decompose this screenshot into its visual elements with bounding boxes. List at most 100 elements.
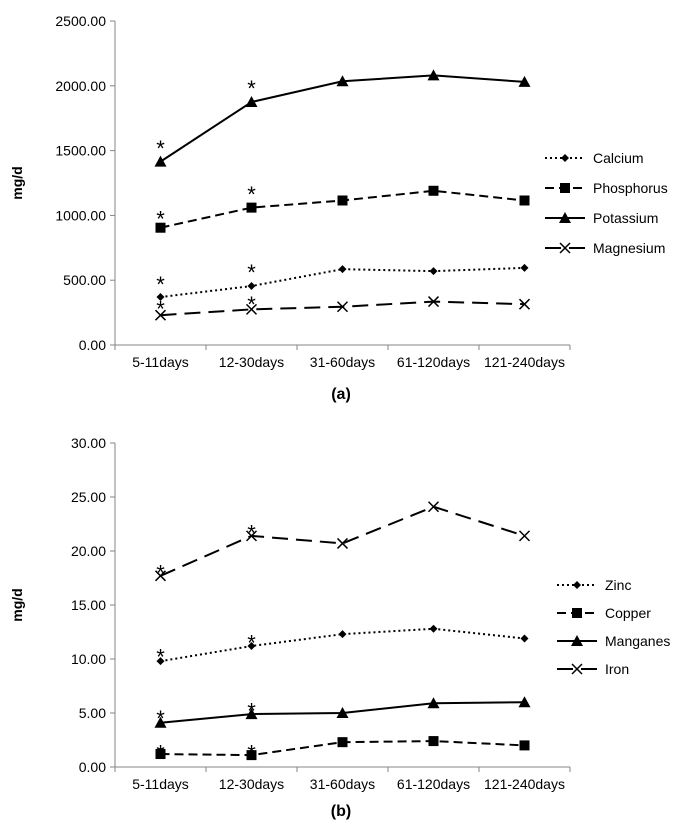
x-tick-label: 121-240days [484,354,565,370]
y-tick-label: 10.00 [71,651,106,667]
figure-caption: (b) [331,803,351,820]
x-tick-label: 121-240days [484,776,565,792]
data-point-magnesium [518,298,531,310]
data-point-potassium [336,75,349,87]
legend-label-iron: Iron [605,661,629,677]
data-point-iron [518,530,531,542]
y-axis-label: mg/d [9,588,25,621]
series-line-zinc [160,627,525,663]
significance-asterisk: * [247,631,256,656]
significance-asterisk: * [247,520,256,545]
data-point-copper [519,740,530,751]
data-point-phosphorus [337,195,348,206]
data-point-copper [246,750,257,761]
data-point-copper [337,737,348,748]
data-point-phosphorus [428,185,439,196]
series-line-calcium [160,266,525,299]
x-tick-label: 5-11days [132,354,189,370]
significance-asterisk: * [156,741,165,766]
data-point-magnesium [154,309,167,321]
data-point-zinc [520,634,529,643]
data-point-zinc [247,642,256,651]
x-tick-label: 5-11days [132,776,189,792]
y-tick-label: 20.00 [71,543,106,559]
legend-marker-copper [572,608,582,618]
significance-asterisk: * [247,260,256,285]
data-point-calcium [429,267,438,276]
y-tick-label: 30.00 [71,435,106,451]
y-axis-label: mg/d [9,166,25,199]
significance-asterisk: * [156,645,165,670]
data-point-magnesium [427,296,440,308]
significance-asterisk: * [247,182,256,207]
x-tick-label: 61-120days [397,776,470,792]
x-tick-label: 12-30days [219,354,284,370]
y-tick-label: 1000.00 [55,207,106,223]
data-point-iron [154,570,167,582]
y-tick-label: 0.00 [79,337,106,353]
data-point-calcium [247,282,256,291]
data-point-phosphorus [155,222,166,233]
data-point-iron [245,530,258,542]
significance-asterisk: * [247,76,256,101]
data-point-zinc [338,630,347,639]
figure-caption: (a) [331,386,351,403]
legend-marker-phosphorus [560,183,570,193]
series-line-iron [160,505,525,577]
y-tick-label: 15.00 [71,597,106,613]
legend-label-magnesium: Magnesium [593,240,665,256]
legend-label-manganes: Manganes [605,633,670,649]
y-tick-label: 1500.00 [55,143,106,159]
data-point-calcium [338,265,347,274]
data-point-manganes [427,697,440,709]
chart-a: 0.00 500.00 1000.00 1500.00 2000.00 2500.00 5-… [9,13,668,403]
data-point-calcium [520,263,529,272]
legend-marker-zinc [573,581,581,589]
data-point-copper [155,749,166,760]
data-point-zinc [429,624,438,633]
legend-label-phosphorus: Phosphorus [593,180,668,196]
chart-b: 0.00 5.00 10.00 15.00 20.00 25.00 30.00 5-11day… [9,435,670,820]
data-point-potassium [154,155,167,167]
x-tick-label: 61-120days [397,354,470,370]
y-tick-label: 25.00 [71,489,106,505]
data-point-potassium [518,75,531,87]
data-point-manganes [154,716,167,728]
significance-asterisk: * [247,741,256,766]
legend-marker-manganes [571,635,583,646]
significance-asterisk: * [156,206,165,231]
legend-marker-potassium [559,212,571,223]
x-tick-label: 31-60days [310,776,375,792]
data-point-copper [428,736,439,747]
y-tick-label: 5.00 [79,705,106,721]
significance-asterisk: * [156,136,165,161]
y-tick-label: 0.00 [79,759,106,775]
significance-asterisk: * [156,560,165,585]
y-tick-label: 500.00 [63,272,106,288]
significance-asterisk: * [247,292,256,317]
data-point-manganes [336,707,349,718]
data-point-manganes [245,708,258,720]
series-line-magnesium [160,300,525,317]
data-point-magnesium [245,303,258,315]
significance-asterisk: * [247,699,256,724]
data-point-phosphorus [519,195,530,206]
legend-label-calcium: Calcium [593,150,644,166]
data-point-potassium [245,96,258,107]
data-point-potassium [427,69,440,81]
data-point-phosphorus [246,202,257,213]
legend-marker-calcium [561,154,569,162]
x-tick-label: 31-60days [310,354,375,370]
y-tick-label: 2000.00 [55,78,106,94]
legend-label-zinc: Zinc [605,577,631,593]
data-point-manganes [518,696,531,708]
legend-marker-iron [571,663,583,675]
y-tick-label: 2500.00 [55,13,106,29]
data-point-magnesium [336,301,349,313]
significance-asterisk: * [156,706,165,731]
data-point-iron [427,501,440,513]
significance-asterisk: * [156,272,165,297]
legend-label-potassium: Potassium [593,210,658,226]
legend-marker-magnesium [559,242,571,254]
